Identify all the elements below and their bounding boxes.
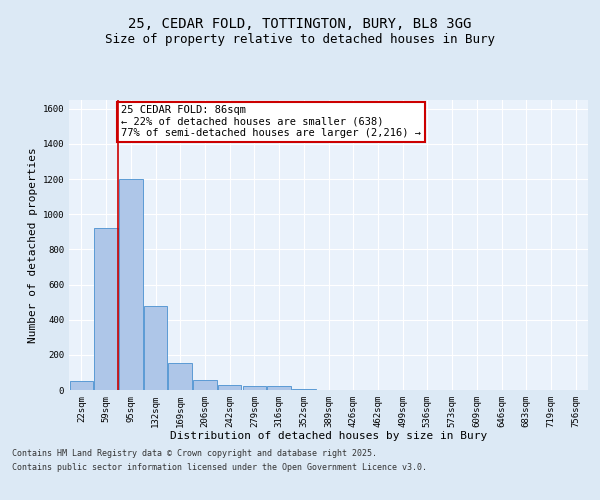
Text: 25 CEDAR FOLD: 86sqm
← 22% of detached houses are smaller (638)
77% of semi-deta: 25 CEDAR FOLD: 86sqm ← 22% of detached h… [121,106,421,138]
Y-axis label: Number of detached properties: Number of detached properties [28,147,38,343]
Text: Size of property relative to detached houses in Bury: Size of property relative to detached ho… [105,32,495,46]
Bar [242,386,266,390]
Bar [169,363,192,390]
Bar [292,389,316,390]
Bar [119,179,143,390]
Bar [193,380,217,390]
Bar [70,381,93,390]
Text: 25, CEDAR FOLD, TOTTINGTON, BURY, BL8 3GG: 25, CEDAR FOLD, TOTTINGTON, BURY, BL8 3G… [128,18,472,32]
Text: Contains public sector information licensed under the Open Government Licence v3: Contains public sector information licen… [12,464,427,472]
Bar [218,384,241,390]
Bar [268,386,291,390]
X-axis label: Distribution of detached houses by size in Bury: Distribution of detached houses by size … [170,432,487,442]
Bar [94,228,118,390]
Text: Contains HM Land Registry data © Crown copyright and database right 2025.: Contains HM Land Registry data © Crown c… [12,448,377,458]
Bar [144,306,167,390]
